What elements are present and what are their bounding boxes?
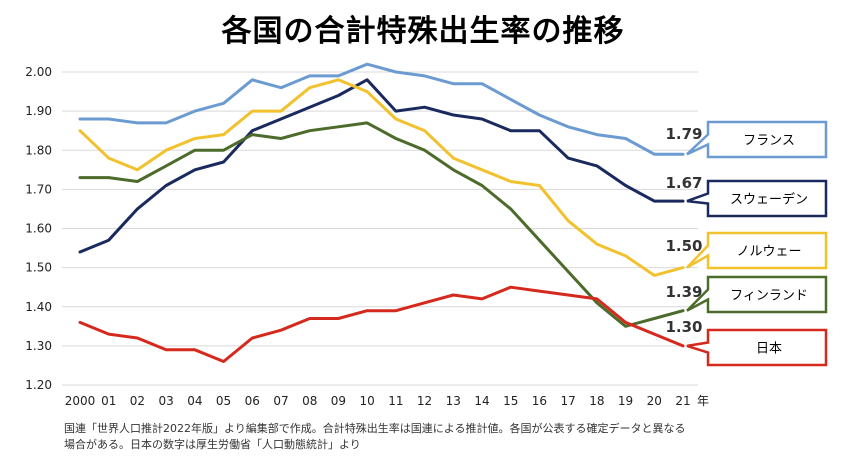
x-tick-label: 04 bbox=[187, 394, 202, 408]
x-tick-label: 09 bbox=[331, 394, 346, 408]
x-tick-label: 15 bbox=[503, 394, 518, 408]
end-value-label: 1.79 bbox=[665, 125, 702, 143]
legend-callout-box bbox=[686, 179, 828, 218]
legend-entry-label: ノルウェー bbox=[736, 245, 801, 260]
end-value-label: 1.50 bbox=[665, 237, 702, 255]
legend-entry-label: スウェーデン bbox=[730, 192, 808, 208]
x-tick-label: 03 bbox=[159, 394, 174, 408]
x-tick-label: 2000 bbox=[65, 394, 96, 408]
x-tick-label: 18 bbox=[589, 394, 604, 408]
legend-callout-box bbox=[686, 120, 828, 159]
x-tick-label: 20 bbox=[647, 394, 662, 408]
end-value-label: 1.67 bbox=[665, 174, 702, 192]
legend-entry-label: フィンランド bbox=[730, 289, 808, 304]
x-axis-label: 年 bbox=[697, 394, 709, 408]
x-tick-label: 08 bbox=[302, 394, 317, 408]
end-value-label: 1.30 bbox=[665, 318, 702, 336]
x-tick-label: 16 bbox=[532, 394, 547, 408]
x-tick-label: 14 bbox=[474, 394, 489, 408]
legend-entry-label: フランス bbox=[743, 134, 795, 149]
series-line bbox=[78, 78, 685, 277]
legend-entry-label: 日本 bbox=[756, 342, 782, 357]
y-tick-label: 1.50 bbox=[25, 261, 52, 275]
y-tick-label: 1.70 bbox=[25, 182, 52, 196]
x-tick-label: 19 bbox=[618, 394, 633, 408]
x-tick-label: 10 bbox=[360, 394, 375, 408]
y-tick-label: 2.00 bbox=[25, 65, 52, 79]
y-tick-label: 1.30 bbox=[25, 339, 52, 353]
x-tick-label: 21 bbox=[675, 394, 690, 408]
x-tick-label: 01 bbox=[101, 394, 116, 408]
series-line bbox=[78, 78, 685, 254]
x-tick-label: 17 bbox=[561, 394, 576, 408]
y-tick-label: 1.90 bbox=[25, 104, 52, 118]
x-tick-label: 02 bbox=[130, 394, 145, 408]
legend-callout-box bbox=[686, 275, 828, 314]
x-tick-label: 11 bbox=[388, 394, 403, 408]
x-tick-label: 07 bbox=[273, 394, 288, 408]
y-tick-label: 1.80 bbox=[25, 143, 52, 157]
source-note-line-1: 国連「世界人口推計2022年版」より編集部で作成。合計特殊出生率は国連による推計… bbox=[64, 422, 686, 435]
x-tick-label: 13 bbox=[446, 394, 461, 408]
y-tick-label: 1.20 bbox=[25, 378, 52, 392]
end-value-label: 1.39 bbox=[665, 283, 702, 301]
y-tick-label: 1.60 bbox=[25, 222, 52, 236]
x-tick-label: 12 bbox=[417, 394, 432, 408]
x-tick-label: 05 bbox=[216, 394, 231, 408]
x-tick-label: 06 bbox=[245, 394, 260, 408]
legend-callout-box bbox=[686, 231, 828, 270]
series-line bbox=[78, 62, 685, 156]
chart-title: 各国の合計特殊出生率の推移 bbox=[221, 14, 625, 49]
source-note-line-2: 場合がある。日本の数字は厚生労働省「人口動態統計」より bbox=[64, 438, 361, 451]
series-line bbox=[78, 121, 685, 328]
y-tick-label: 1.40 bbox=[25, 300, 52, 314]
legend-callout-box bbox=[686, 328, 828, 367]
series-line bbox=[78, 285, 685, 363]
